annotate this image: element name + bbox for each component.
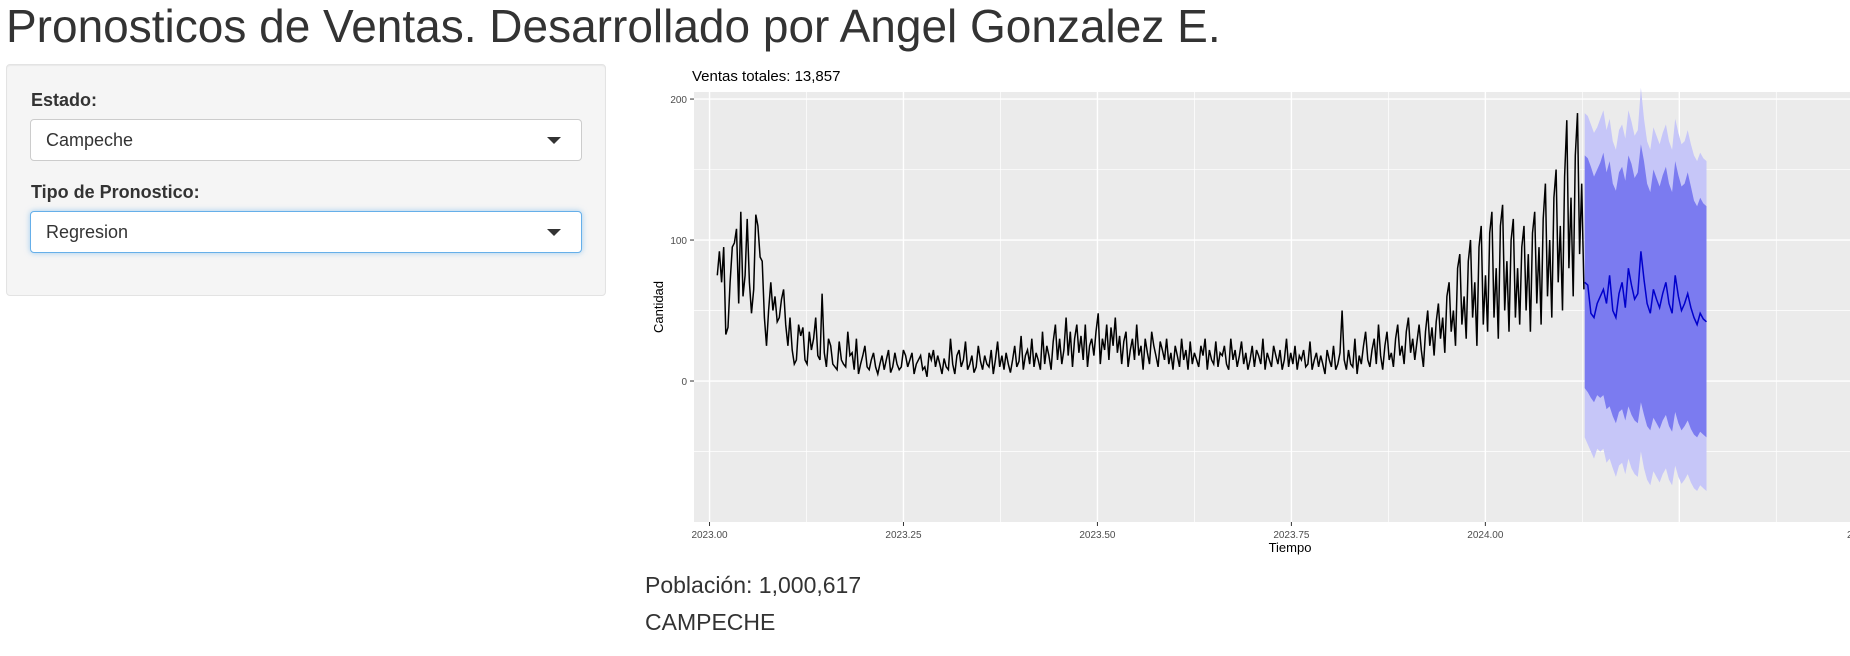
chart-title: Ventas totales: 13,857 [692, 68, 840, 85]
forecast-chart-svg: 0 100 200 2023.00 2023.25 2023.50 2023.75 2024… [651, 68, 1850, 555]
history-series-line [716, 113, 1585, 377]
estado-label: Estado: [31, 90, 98, 110]
tipo-pronostico-select-value: Regresion [46, 222, 129, 242]
x-tick-label: 2023.25 [885, 530, 922, 541]
x-tick-label: 2023.00 [691, 530, 728, 541]
estado-name-text: CAMPECHE [645, 609, 776, 635]
x-axis-label: Tiempo [1269, 540, 1312, 555]
page-title: Pronosticos de Ventas. Desarrollado por … [6, 0, 1221, 52]
y-tick-label: 200 [670, 95, 687, 106]
y-tick-label: 100 [670, 236, 687, 247]
y-axis: 0 100 200 [670, 95, 694, 388]
forecast-series-line [1584, 251, 1707, 327]
tipo-pronostico-label: Tipo de Pronostico: [31, 182, 200, 202]
y-axis-label: Cantidad [651, 281, 666, 333]
y-tick-label: 0 [681, 377, 687, 388]
x-axis: 2023.00 2023.25 2023.50 2023.75 2024.00 2 [691, 522, 1850, 541]
estado-select-value: Campeche [46, 130, 134, 150]
forecast-chart: 0 100 200 2023.00 2023.25 2023.50 2023.75 2024… [640, 62, 1850, 562]
sidebar-panel: Estado: Campeche Tipo de Pronostico: Reg… [6, 64, 606, 296]
poblacion-text: Población: 1,000,617 [645, 572, 862, 598]
x-tick-label: 2023.75 [1273, 530, 1310, 541]
x-tick-label: 2024.00 [1467, 530, 1504, 541]
tipo-pronostico-select[interactable]: Regresion [30, 211, 582, 253]
x-tick-label: 2 [1847, 530, 1850, 541]
chevron-down-icon [547, 229, 561, 236]
estado-select[interactable]: Campeche [30, 119, 582, 161]
chevron-down-icon [547, 137, 561, 144]
x-tick-label: 2023.50 [1079, 530, 1116, 541]
